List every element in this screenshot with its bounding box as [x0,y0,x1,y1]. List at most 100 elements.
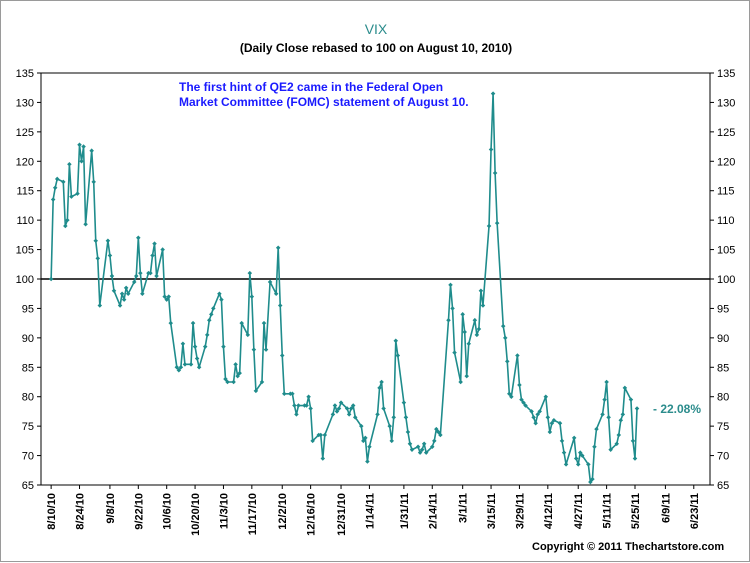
data-point [306,394,311,399]
data-point [559,438,565,444]
data-point [537,409,542,414]
data-point [154,273,159,279]
annotation-line-1: The first hint of QE2 came in the Federa… [179,80,443,94]
data-point [608,447,613,452]
data-point [367,444,372,450]
data-point [448,282,453,288]
data-point [405,429,411,435]
y-tick-label: 105 [16,245,34,257]
x-tick-label: 12/2/10 [277,493,289,530]
data-point [434,426,439,432]
right-axis: 65 70 75 80 85 90 95 100 105 110 115 120 125 130 135 [710,68,735,492]
data-point [162,294,167,299]
data-point [458,379,463,385]
data-point [616,432,622,438]
data-point [304,403,309,408]
data-point [450,306,455,311]
x-tick-label: 6/9/11 [660,493,672,523]
data-point [308,406,313,411]
data-point [259,379,265,385]
data-point [359,423,364,429]
data-point [81,144,86,149]
data-point [590,476,595,482]
data-point [318,432,324,438]
end-change-label: - 22.08% [653,402,701,416]
annotation-line-2: Market Committee (FOMC) statement of Aug… [179,95,469,109]
data-point [119,291,125,296]
data-point [273,291,279,296]
data-point [219,297,224,302]
x-tick-label: 8/24/10 [75,493,87,530]
data-point [352,415,358,420]
data-point [438,432,443,438]
data-point [225,379,230,385]
data-point [575,462,581,467]
data-point [634,406,640,411]
data-point [361,438,366,444]
y-tick-label-right: 70 [717,451,729,463]
data-point [436,429,441,435]
data-point [363,435,368,441]
x-tick-label: 4/12/11 [543,493,555,529]
data-point [75,191,80,196]
data-point [430,444,435,450]
data-point [393,338,399,344]
data-point [561,450,567,455]
data-point [261,320,267,326]
data-point [466,341,472,347]
y-tick-label: 100 [16,274,34,286]
data-point [277,303,283,308]
data-point [332,403,338,408]
data-point [571,435,577,441]
y-tick-label-right: 90 [717,333,729,345]
x-tick-label: 11/17/10 [247,493,259,535]
data-point [573,456,579,461]
data-point [630,438,636,444]
data-point [563,462,569,467]
data-point [52,185,58,191]
data-point [237,370,242,376]
y-tick-label: 65 [22,480,34,492]
x-tick-label: 1/14/11 [364,493,376,529]
x-tick-label: 5/11/11 [602,493,614,529]
data-point [320,456,326,461]
data-point [334,409,340,414]
data-point [606,415,611,420]
y-tick-label: 95 [22,303,34,315]
data-point [628,397,634,402]
x-tick-label: 3/15/11 [486,493,498,529]
data-point [105,238,111,244]
y-tick-label-right: 100 [717,274,735,286]
data-point [462,329,467,335]
data-point [290,391,295,397]
data-point [338,400,344,405]
data-point [322,432,328,438]
data-point [381,406,386,411]
data-point [401,400,407,405]
data-point [531,415,536,420]
x-tick-label: 1/31/11 [399,493,411,529]
data-point [407,441,413,447]
data-point [188,362,194,367]
data-point [480,303,486,308]
data-point [235,373,240,379]
data-point [231,379,236,385]
x-tick-label: 9/22/10 [133,493,145,530]
data-point [535,412,540,417]
data-point [89,148,94,153]
y-tick-label: 130 [16,97,34,109]
data-point [148,270,153,276]
data-point [549,420,555,426]
y-tick-label: 85 [22,362,34,374]
data-point [365,459,370,464]
data-point [557,420,563,426]
data-point [586,462,591,467]
data-point [622,385,628,391]
y-tick-label-right: 65 [717,480,729,492]
data-point [296,403,301,408]
copyright-text: Copyright © 2011 Thechartstore.com [532,541,724,553]
data-point [221,344,226,349]
data-point [67,161,72,167]
data-point [515,353,520,358]
data-point [292,403,297,408]
